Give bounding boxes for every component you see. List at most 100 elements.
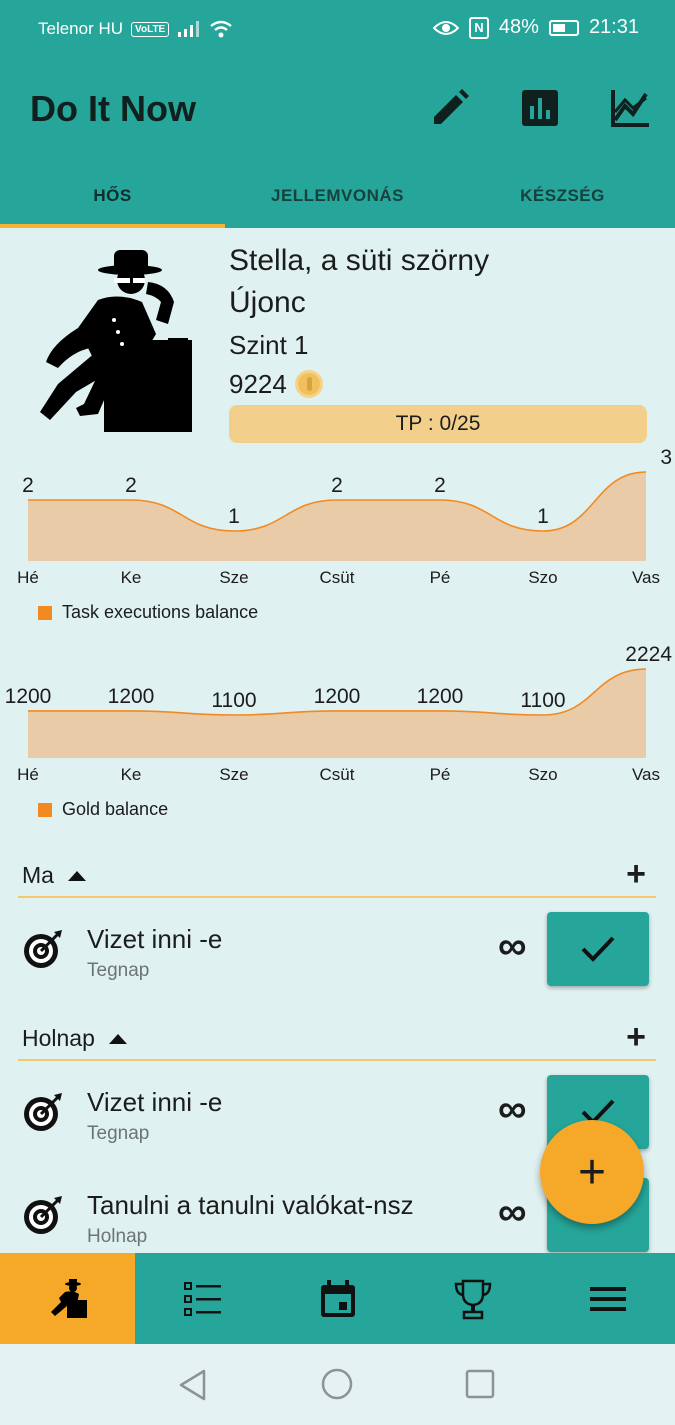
legend-label: Gold balance	[62, 799, 169, 819]
chart-area	[28, 472, 646, 561]
data-label: 2224	[625, 643, 672, 666]
x-tick-label: Csüt	[320, 765, 355, 784]
target-icon	[24, 930, 62, 968]
infinity-icon: ∞	[498, 924, 527, 968]
home-icon[interactable]	[320, 1367, 354, 1401]
nav-menu[interactable]	[540, 1253, 675, 1344]
data-label: 1200	[5, 685, 52, 708]
hero-level: Szint 1	[229, 330, 309, 360]
nav-calendar[interactable]	[270, 1253, 405, 1344]
data-label: 2	[331, 474, 343, 497]
tp-label: TP : 0/25	[395, 412, 481, 435]
task-title: Vizet inni -e	[87, 1087, 223, 1117]
nav-achievements[interactable]	[405, 1253, 540, 1344]
data-label: 1	[228, 505, 240, 528]
add-task-tomorrow-button[interactable]: +	[626, 1018, 646, 1056]
infinity-icon: ∞	[498, 1190, 527, 1234]
x-tick-label: Szo	[528, 568, 557, 587]
trophy-icon	[454, 1279, 491, 1319]
chart-line	[28, 471, 647, 532]
add-task-today-button[interactable]: +	[626, 855, 646, 893]
x-tick-label: Pé	[430, 765, 451, 784]
collapse-icon[interactable]	[67, 870, 86, 881]
x-tick-label: Pé	[430, 568, 451, 587]
hero-name: Stella, a süti szörny	[229, 244, 490, 277]
add-fab-button[interactable]: +	[540, 1120, 644, 1224]
task-title: Tanulni a tanulni valókat-nsz	[87, 1190, 414, 1220]
legend-swatch	[38, 802, 52, 817]
eye-icon	[432, 20, 459, 35]
hero-icon	[50, 1278, 87, 1318]
clock: 21:31	[588, 16, 639, 38]
task-list-icon	[183, 1281, 221, 1316]
gold-balance-chart: 1200 1200 1100 1200 1200 1100 2224 Hé Ke Sze Csüt P…	[5, 643, 673, 784]
battery-icon	[548, 19, 579, 36]
task-subtitle: Tegnap	[87, 960, 150, 981]
menu-icon	[589, 1286, 626, 1311]
section-title: Holnap	[22, 1025, 95, 1051]
hero-avatar[interactable]	[18, 244, 198, 436]
back-icon[interactable]	[176, 1368, 210, 1402]
x-tick-label: Szo	[528, 765, 557, 784]
wifi-icon	[210, 20, 232, 38]
tab-hero[interactable]: HŐS	[0, 170, 225, 228]
check-icon	[581, 936, 615, 962]
chart-line	[28, 668, 647, 716]
infinity-icon: ∞	[498, 1087, 527, 1131]
edit-button[interactable]	[428, 86, 472, 130]
x-tick-label: Vas	[632, 568, 660, 587]
section-tomorrow[interactable]: Holnap +	[18, 1013, 656, 1061]
battery-percent: 48%	[498, 16, 539, 38]
x-tick-label: Sze	[219, 568, 248, 587]
gold-amount: 9224	[229, 369, 287, 399]
bar-chart-icon	[522, 90, 558, 126]
chart1-legend: Task executions balance	[38, 602, 258, 623]
trend-button[interactable]	[608, 86, 652, 130]
app-title: Do It Now	[30, 88, 196, 129]
statistics-button[interactable]	[518, 86, 562, 130]
collapse-icon[interactable]	[108, 1033, 127, 1044]
legend-swatch	[38, 605, 52, 620]
data-label: 2	[434, 474, 446, 497]
section-title: Ma	[22, 862, 54, 888]
chart-area	[28, 669, 646, 758]
chart2-legend: Gold balance	[38, 799, 168, 820]
volte-badge: VoLTE	[131, 21, 170, 37]
task-item[interactable]: Vizet inni -e Tegnap ∞	[18, 912, 656, 1002]
data-label: 1200	[108, 685, 155, 708]
data-label: 1200	[417, 685, 464, 708]
tab-skills[interactable]: KÉSZSÉG	[520, 186, 605, 205]
data-label: 2	[22, 474, 34, 497]
task-subtitle: Holnap	[87, 1226, 148, 1247]
nfc-icon: N	[468, 16, 489, 39]
nav-hero[interactable]	[0, 1253, 135, 1344]
complete-task-button[interactable]	[547, 912, 649, 986]
x-tick-label: Hé	[17, 568, 39, 587]
data-label: 3	[660, 446, 672, 469]
data-label: 1200	[314, 685, 361, 708]
x-tick-label: Hé	[17, 765, 39, 784]
task-subtitle: Tegnap	[87, 1123, 150, 1144]
task-executions-chart: 2 2 1 2 2 1 3 Hé Ke Sze Csüt Pé Szo Vas	[17, 446, 672, 587]
bottom-nav	[0, 1253, 675, 1344]
data-label: 1100	[520, 689, 565, 712]
x-tick-label: Csüt	[320, 568, 355, 587]
hero-rank: Újonc	[229, 286, 306, 319]
hero-gold: 9224	[229, 364, 489, 404]
data-label: 1	[537, 505, 549, 528]
system-navigation	[0, 1344, 675, 1425]
recents-icon[interactable]	[465, 1369, 495, 1399]
carrier-label: Telenor HU	[38, 19, 124, 38]
x-tick-label: Sze	[219, 765, 248, 784]
nav-tasks[interactable]	[135, 1253, 270, 1344]
x-tick-label: Ke	[121, 765, 142, 784]
data-label: 1100	[211, 689, 256, 712]
tp-progress-bar: TP : 0/25	[229, 405, 647, 443]
tab-traits[interactable]: JELLEMVONÁS	[270, 186, 405, 205]
x-tick-label: Vas	[632, 765, 660, 784]
hero-info: Stella, a süti szörny Újonc Szint 1 9224	[229, 242, 489, 404]
gold-coin-icon	[294, 370, 323, 398]
section-today[interactable]: Ma +	[18, 850, 656, 898]
app-bar: Telenor HU VoLTE N 48% 21:31 Do It Now	[0, 0, 675, 228]
target-icon	[24, 1196, 62, 1234]
